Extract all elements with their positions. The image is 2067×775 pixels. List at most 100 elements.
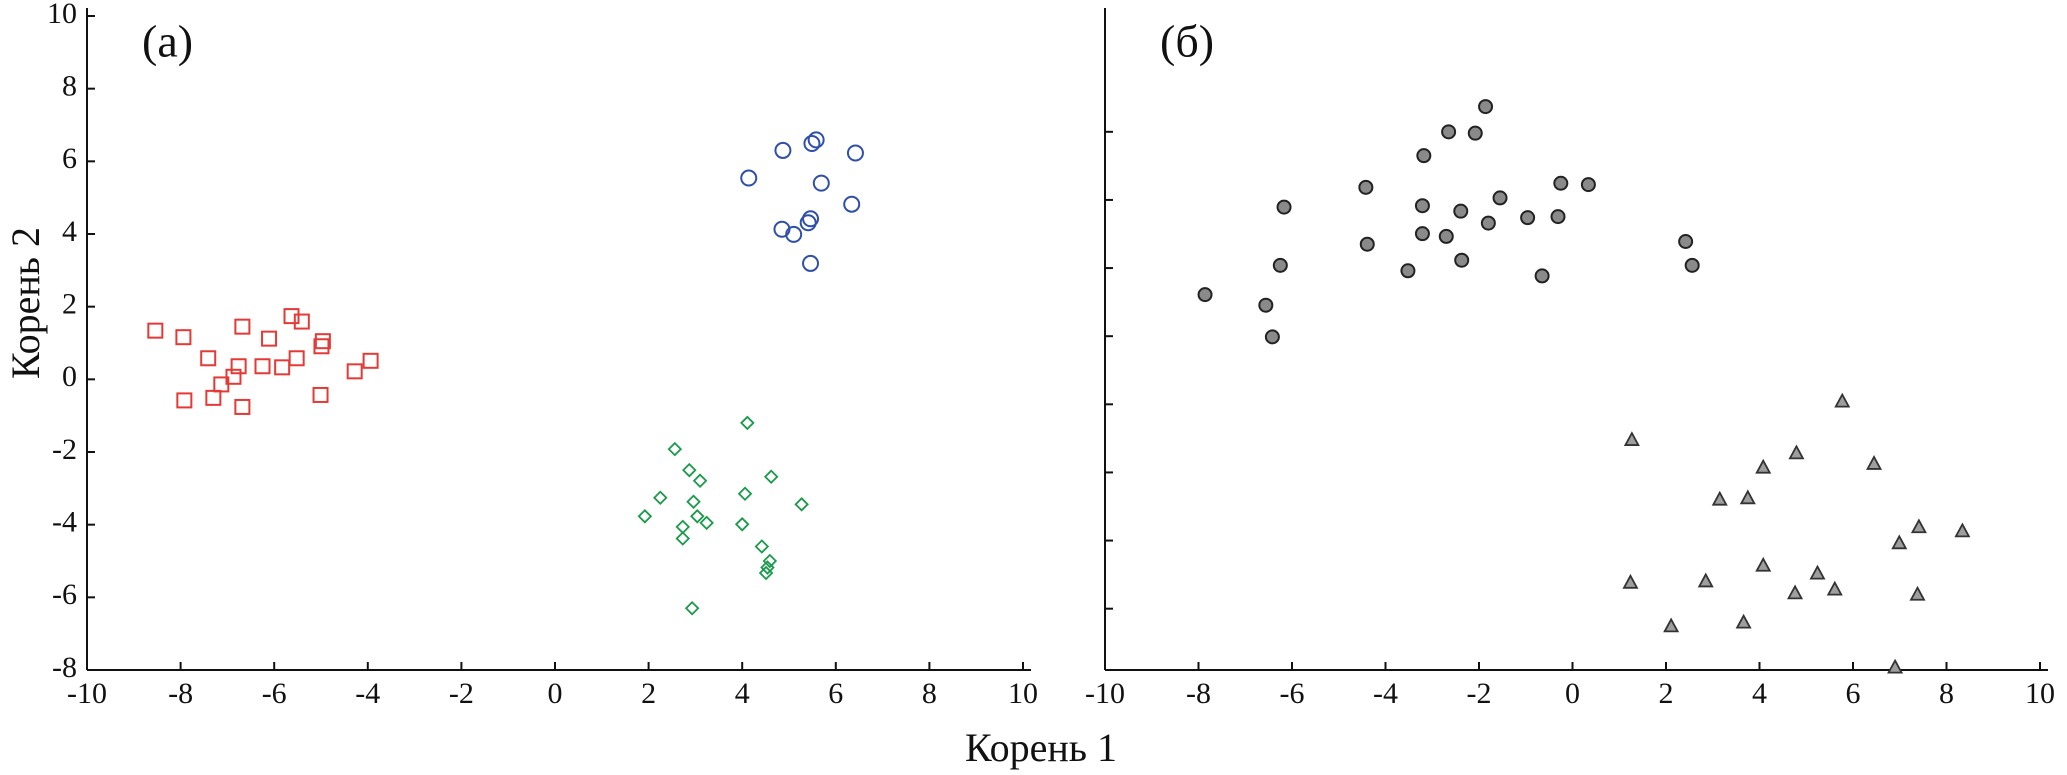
point	[1520, 210, 1536, 226]
y-tick-label: -8	[52, 651, 77, 684]
point	[1755, 556, 1772, 572]
point	[274, 359, 291, 376]
point	[803, 135, 821, 153]
point	[205, 389, 222, 406]
y-tick-label: 0	[62, 360, 77, 393]
x-tick-label: 10	[2025, 677, 2055, 710]
y-tick-label: -2	[52, 433, 77, 466]
y-axis-title: Корень 2	[3, 227, 48, 379]
point	[684, 600, 700, 616]
point	[802, 254, 820, 272]
point	[754, 539, 770, 554]
point	[1622, 573, 1639, 589]
x-tick-label: -8	[168, 677, 193, 710]
y-tick-label: 2	[62, 288, 77, 321]
point	[1492, 190, 1508, 206]
point	[1414, 226, 1430, 242]
point	[1739, 489, 1756, 505]
point	[802, 210, 820, 228]
point	[1954, 522, 1971, 538]
x-tick-label: 8	[922, 677, 937, 710]
point	[147, 322, 164, 339]
point	[689, 509, 705, 524]
point	[1359, 236, 1375, 252]
point	[1866, 455, 1883, 470]
point	[1834, 392, 1851, 408]
point	[1580, 177, 1596, 193]
x-tick-label: -2	[449, 677, 474, 710]
point	[1416, 148, 1432, 164]
point	[1480, 215, 1496, 231]
point	[667, 441, 683, 457]
y-tick-label: -6	[52, 578, 77, 611]
point	[283, 308, 300, 325]
point	[846, 144, 864, 162]
point	[314, 333, 331, 350]
x-tick-label: 2	[641, 677, 656, 710]
point	[234, 318, 251, 335]
point	[794, 497, 809, 512]
point	[1553, 175, 1569, 191]
point	[261, 330, 278, 347]
point	[1453, 203, 1469, 219]
point	[1826, 580, 1843, 596]
point	[293, 313, 310, 330]
point	[686, 494, 701, 510]
point	[1788, 444, 1805, 460]
x-tick-label: 10	[1008, 677, 1038, 710]
point	[807, 131, 825, 149]
x-tick-label: 0	[548, 677, 563, 710]
point	[1891, 534, 1908, 550]
y-tick-label: 4	[62, 215, 77, 248]
x-tick-label: -6	[262, 677, 287, 710]
point	[763, 469, 779, 484]
panel-title: (б)	[1160, 16, 1214, 67]
point	[653, 490, 668, 506]
point	[785, 225, 803, 243]
point	[1264, 329, 1280, 345]
x-axis-title: Корень 1	[965, 725, 1117, 770]
point	[1441, 124, 1457, 140]
point	[1809, 564, 1826, 580]
point	[175, 329, 192, 346]
point	[230, 358, 247, 375]
point	[346, 363, 363, 380]
point	[1663, 617, 1680, 633]
point	[740, 169, 758, 187]
point	[288, 350, 305, 367]
point	[1910, 518, 1927, 534]
point	[758, 565, 774, 581]
x-tick-label: 6	[1846, 677, 1861, 710]
x-tick-label: -4	[1373, 677, 1398, 710]
point	[812, 174, 830, 192]
point	[682, 462, 697, 478]
point	[1711, 490, 1728, 506]
point	[1197, 287, 1213, 303]
point	[1478, 99, 1494, 115]
x-tick-label: 0	[1565, 677, 1580, 710]
point	[737, 486, 753, 502]
point	[843, 195, 861, 213]
x-tick-label: -2	[1467, 677, 1492, 710]
point	[1272, 257, 1288, 273]
y-tick-label: 10	[47, 0, 77, 30]
point	[1678, 233, 1694, 249]
point	[1623, 431, 1640, 446]
point	[313, 338, 330, 355]
point	[200, 350, 217, 367]
point	[1735, 613, 1752, 629]
point	[1787, 584, 1804, 600]
point	[774, 141, 792, 159]
point	[1887, 658, 1904, 674]
point	[675, 531, 691, 546]
point	[740, 415, 755, 431]
point	[1755, 458, 1772, 474]
point	[1414, 198, 1430, 214]
x-tick-label: -6	[1280, 677, 1305, 710]
point	[362, 352, 379, 369]
point	[1550, 209, 1566, 225]
x-tick-label: -10	[67, 677, 107, 710]
x-tick-label: 4	[1752, 677, 1767, 710]
point	[1467, 125, 1483, 141]
